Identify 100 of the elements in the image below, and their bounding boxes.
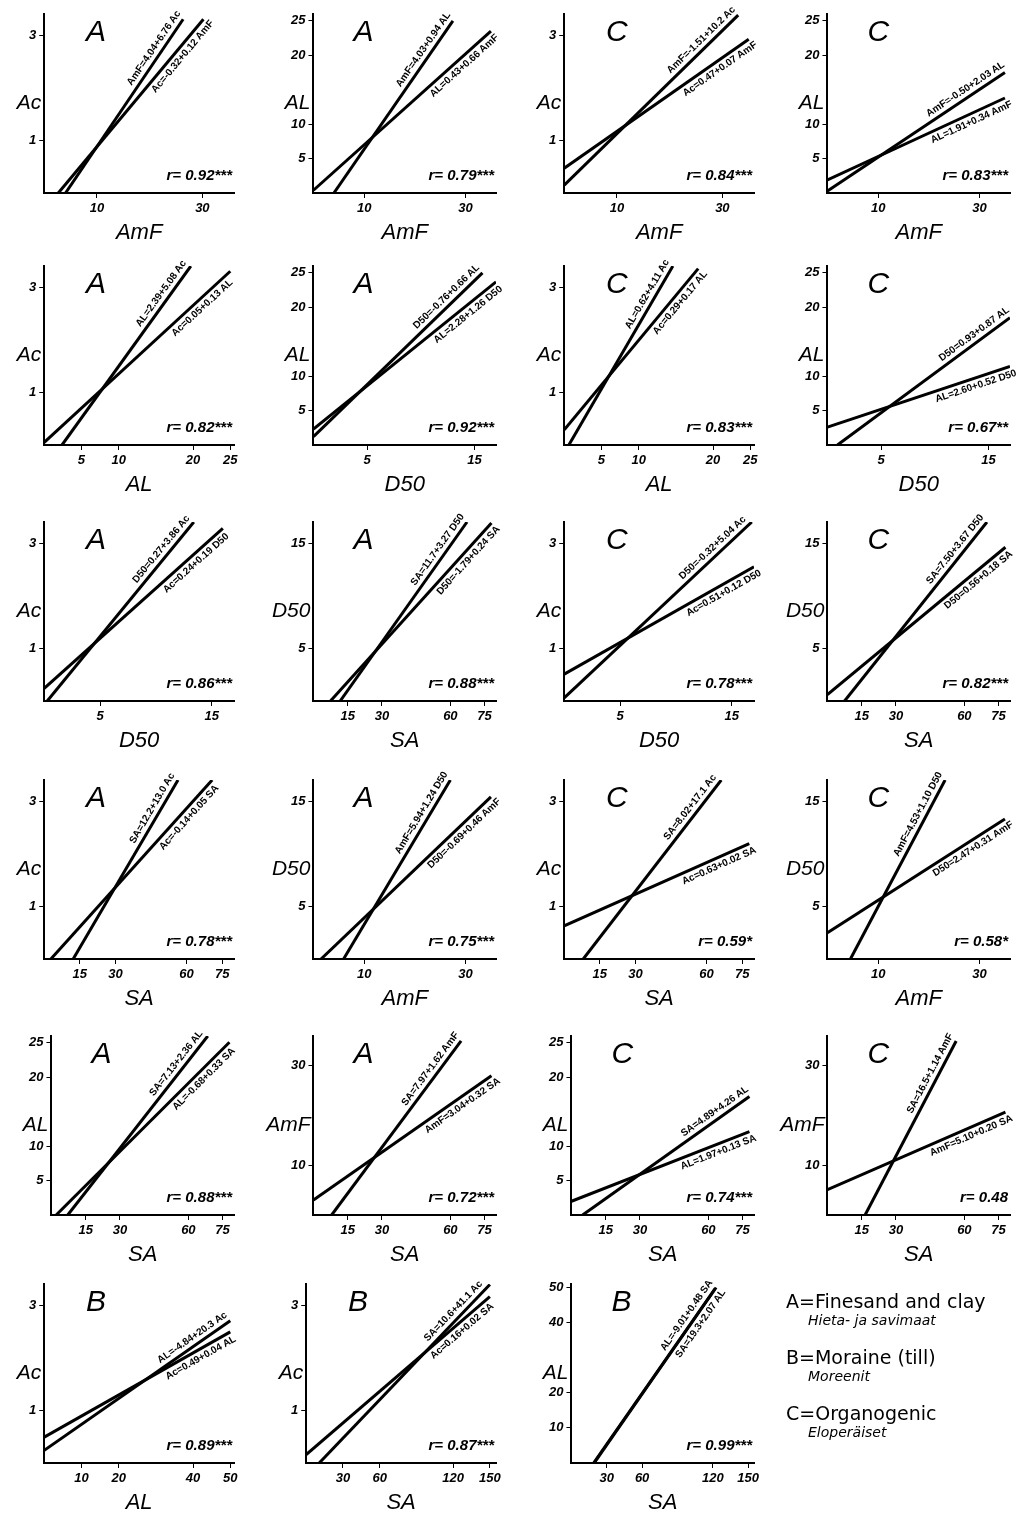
x-tick-label: 60 — [443, 1222, 459, 1238]
text: Hieta- ja savimaat — [808, 1312, 937, 1328]
x-tick-label: 10 — [111, 452, 127, 468]
chart-title: A — [89, 1036, 112, 1070]
x-tick-label: 30 — [458, 966, 474, 982]
annotation: r= 0.89*** — [166, 1435, 234, 1453]
y-tick-label: 3 — [29, 534, 37, 550]
y-tick-label: 40 — [547, 1314, 565, 1330]
x-tick-label: 15 — [340, 708, 356, 724]
x-tick-label: 25 — [222, 452, 239, 468]
chart-title: A — [83, 14, 106, 48]
y-tick-label: 25 — [289, 12, 307, 28]
x-axis-title: SA — [390, 1240, 420, 1266]
y-axis-title: Ac — [14, 856, 42, 880]
y-tick-label: 10 — [548, 1137, 565, 1153]
annotation: r= 0.88*** — [428, 673, 496, 691]
x-tick-label: 30 — [715, 200, 731, 216]
chart-title: C — [605, 522, 628, 556]
x-axis-title: AmF — [113, 218, 164, 244]
x-tick-label: 10 — [631, 452, 647, 468]
x-axis-title: AmF — [379, 984, 430, 1010]
y-axis-title: AL — [796, 342, 825, 366]
y-tick-label: 1 — [29, 897, 37, 913]
y-tick-label: 5 — [298, 639, 307, 655]
x-tick-label: 60 — [634, 1470, 651, 1486]
y-tick-label: 20 — [803, 298, 821, 314]
x-tick-label: 30 — [628, 966, 644, 982]
y-tick-label: 3 — [549, 278, 557, 294]
x-tick-label: 15 — [340, 1222, 356, 1238]
y-tick-label: 5 — [812, 897, 821, 913]
y-axis-title: Ac — [14, 1360, 42, 1384]
x-tick-label: 15 — [854, 1222, 870, 1238]
y-axis-title: D50 — [785, 598, 825, 622]
x-tick-label: 75 — [991, 1222, 1007, 1238]
y-tick-label: 5 — [812, 150, 821, 166]
y-tick-label: 5 — [812, 639, 821, 655]
annotation: r= 0.48 — [960, 1187, 1009, 1205]
x-tick-label: 15 — [467, 452, 483, 468]
chart-title: C — [867, 522, 890, 556]
x-tick-label: 30 — [458, 200, 474, 216]
y-axis-title: Ac — [534, 598, 562, 622]
x-tick-label: 60 — [957, 1222, 973, 1238]
x-tick-label: 25 — [742, 452, 759, 468]
x-axis-title: AmF — [893, 218, 944, 244]
annotation: r= 0.83*** — [942, 165, 1010, 183]
chart-title: B — [85, 1284, 106, 1318]
y-axis-title: Ac — [14, 342, 42, 366]
y-axis-title: AmF — [264, 1112, 312, 1136]
x-tick-label: 15 — [854, 708, 870, 724]
chart-title: C — [867, 780, 890, 814]
y-tick-label: 10 — [548, 1419, 565, 1435]
x-tick-label: 5 — [363, 452, 372, 468]
y-tick-label: 3 — [549, 534, 557, 550]
chart-title: A — [351, 266, 374, 300]
x-tick-label: 150 — [479, 1470, 502, 1486]
y-axis-title: Ac — [534, 342, 562, 366]
x-tick-label: 10 — [870, 200, 887, 216]
x-tick-label: 15 — [981, 452, 997, 468]
y-axis-title: AL — [540, 1112, 569, 1136]
annotation: r= 0.83*** — [686, 417, 754, 435]
y-tick-label: 3 — [291, 1296, 299, 1312]
x-tick-label: 15 — [592, 966, 608, 982]
x-tick-label: 5 — [877, 452, 886, 468]
text: Eloperäiset — [808, 1424, 888, 1440]
x-axis-title: D50 — [384, 470, 426, 496]
x-tick-label: 30 — [195, 200, 211, 216]
chart-title: A — [351, 1036, 374, 1070]
x-tick-label: 20 — [704, 452, 722, 468]
y-tick-label: 10 — [28, 1137, 45, 1153]
y-tick-label: 3 — [549, 26, 557, 42]
y-tick-label: 25 — [289, 264, 307, 280]
y-tick-label: 1 — [549, 639, 557, 655]
chart-title: A — [83, 266, 106, 300]
x-tick-label: 5 — [77, 452, 86, 468]
y-axis-title: D50 — [785, 856, 825, 880]
chart-title: A — [351, 780, 374, 814]
y-axis-title: AL — [20, 1112, 49, 1136]
x-tick-label: 5 — [616, 708, 625, 724]
x-tick-label: 30 — [112, 1222, 128, 1238]
annotation: r= 0.78*** — [166, 931, 234, 949]
annotation: r= 0.82*** — [942, 673, 1010, 691]
x-tick-label: 30 — [632, 1222, 648, 1238]
x-tick-label: 20 — [110, 1470, 127, 1486]
x-tick-label: 30 — [888, 708, 904, 724]
chart-title: A — [83, 522, 106, 556]
x-axis-title: SA — [390, 726, 420, 752]
chart-title: C — [867, 14, 890, 48]
annotation: r= 0.58* — [954, 931, 1010, 949]
x-tick-label: 75 — [734, 966, 751, 982]
annotation: r= 0.86*** — [166, 673, 234, 691]
y-tick-label: 10 — [804, 1156, 821, 1172]
annotation: r= 0.82*** — [166, 417, 234, 435]
annotation: r= 0.67** — [948, 417, 1010, 435]
x-tick-label: 30 — [335, 1470, 351, 1486]
x-axis-title: SA — [386, 1488, 416, 1514]
y-tick-label: 5 — [298, 897, 307, 913]
y-tick-label: 30 — [804, 1057, 821, 1073]
x-tick-label: 75 — [477, 1222, 493, 1238]
x-tick-label: 15 — [204, 708, 220, 724]
y-tick-label: 1 — [549, 131, 557, 147]
